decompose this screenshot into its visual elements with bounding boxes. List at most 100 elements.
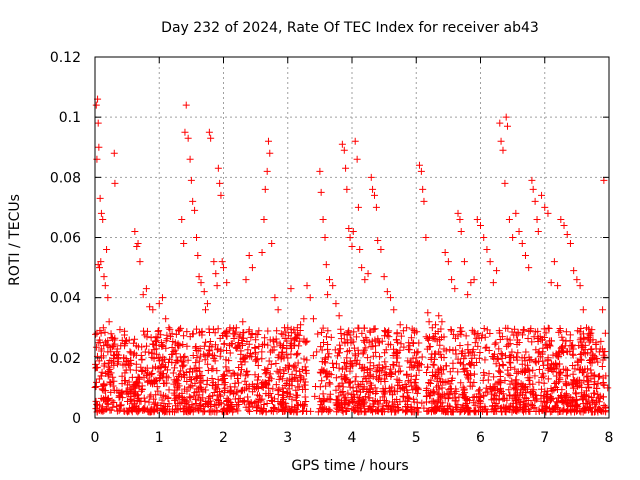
data-point <box>252 356 260 364</box>
data-point <box>98 385 106 393</box>
data-point <box>139 406 147 414</box>
data-point <box>576 407 584 415</box>
x-tick-label: 7 <box>540 430 549 446</box>
data-point <box>221 378 229 386</box>
data-point <box>456 342 464 350</box>
data-point <box>390 345 398 353</box>
data-point <box>498 351 506 359</box>
data-point <box>470 379 478 387</box>
data-point <box>269 385 277 393</box>
data-point <box>248 264 256 272</box>
data-point <box>174 400 182 408</box>
data-point <box>171 339 179 347</box>
data-point <box>300 381 308 389</box>
data-point <box>263 381 271 389</box>
data-point <box>203 376 211 384</box>
data-point <box>134 240 142 248</box>
data-point <box>95 264 103 272</box>
data-point <box>142 285 150 293</box>
data-point <box>481 344 489 352</box>
chart-title: Day 232 of 2024, Rate Of TEC Index for r… <box>161 20 539 36</box>
data-point <box>374 237 382 245</box>
data-point <box>514 349 522 357</box>
data-point <box>92 405 100 413</box>
data-point <box>263 167 271 175</box>
data-point <box>544 375 552 383</box>
data-point <box>599 379 607 387</box>
data-point <box>158 370 166 378</box>
data-point <box>567 379 575 387</box>
data-point <box>430 397 438 405</box>
data-point <box>205 325 213 333</box>
data-point <box>582 392 590 400</box>
data-point <box>155 327 163 335</box>
data-point <box>95 375 103 383</box>
data-point <box>345 224 353 232</box>
data-point <box>423 407 431 415</box>
data-point <box>387 365 395 373</box>
data-point <box>350 407 358 415</box>
data-point <box>241 353 249 361</box>
data-point <box>303 282 311 290</box>
data-point <box>135 375 143 383</box>
data-point <box>235 395 243 403</box>
data-point <box>280 394 288 402</box>
data-point <box>147 334 155 342</box>
data-point <box>556 325 564 333</box>
data-point <box>234 343 242 351</box>
data-point <box>171 391 179 399</box>
data-point <box>548 395 556 403</box>
data-point <box>497 137 505 145</box>
data-point <box>377 246 385 254</box>
data-point <box>239 386 247 394</box>
data-point <box>222 328 230 336</box>
data-point <box>420 197 428 205</box>
data-point <box>592 339 600 347</box>
data-point <box>364 270 372 278</box>
data-point <box>333 360 341 368</box>
data-point <box>280 369 288 377</box>
data-point <box>324 345 332 353</box>
data-point <box>180 361 188 369</box>
data-point <box>192 364 200 372</box>
data-point <box>438 333 446 341</box>
data-point <box>453 404 461 412</box>
data-point <box>499 361 507 369</box>
data-point <box>496 379 504 387</box>
data-point <box>435 382 443 390</box>
data-point <box>291 364 299 372</box>
data-point <box>404 357 412 365</box>
data-point <box>355 382 363 390</box>
data-point <box>96 194 104 202</box>
data-point <box>399 392 407 400</box>
data-point <box>434 389 442 397</box>
data-point <box>294 401 302 409</box>
data-point <box>189 352 197 360</box>
data-point <box>258 383 266 391</box>
data-point <box>197 279 205 287</box>
data-point <box>105 318 113 326</box>
data-point <box>429 368 437 376</box>
data-point <box>521 384 529 392</box>
data-point <box>591 403 599 411</box>
data-point <box>351 352 359 360</box>
data-point <box>150 395 158 403</box>
data-point <box>158 294 166 302</box>
data-point <box>322 382 330 390</box>
data-point <box>569 384 577 392</box>
data-point <box>499 390 507 398</box>
data-point <box>178 389 186 397</box>
data-point <box>191 206 199 214</box>
data-point <box>460 355 468 363</box>
data-point <box>321 234 329 241</box>
data-point <box>232 388 240 396</box>
data-point <box>336 382 344 390</box>
data-point <box>220 371 228 379</box>
data-point <box>318 329 326 337</box>
data-point <box>154 334 162 342</box>
data-point <box>531 328 539 336</box>
data-point <box>506 380 514 388</box>
x-tick-label: 5 <box>412 430 421 446</box>
data-point <box>322 373 330 381</box>
data-point <box>598 363 606 371</box>
